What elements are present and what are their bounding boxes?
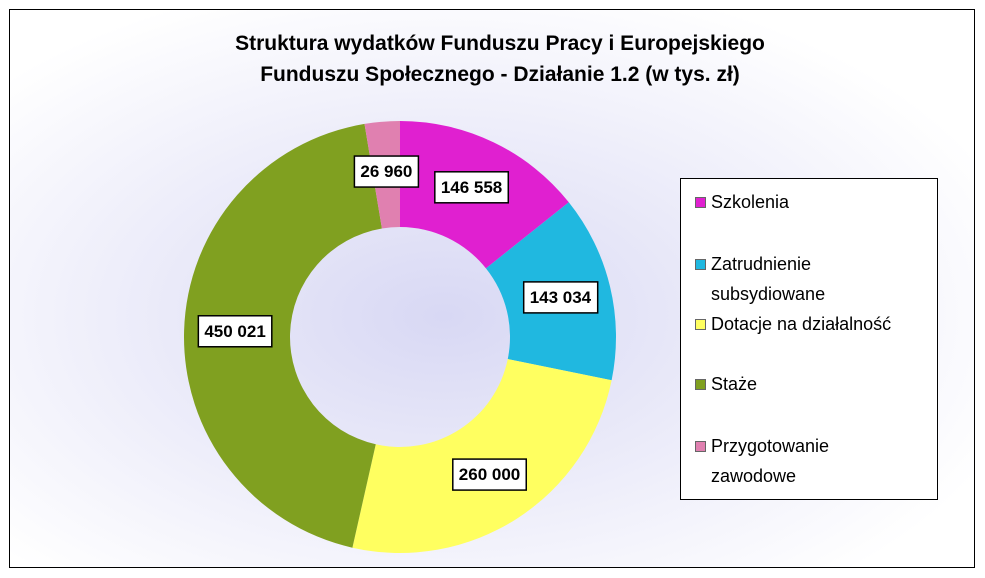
legend-label: Staże [711, 374, 758, 394]
data-label-box [353, 155, 420, 188]
data-label-box [434, 171, 510, 204]
legend: Szkolenia Zatrudnienie subsydiowane Dotacj… [680, 178, 938, 500]
legend-swatch [695, 379, 706, 390]
donut-segment [183, 123, 382, 548]
data-label-box [197, 315, 273, 348]
legend-label: Przygotowanie zawodowe [711, 436, 830, 486]
chart-title: Struktura wydatków Funduszu Pracy i Euro… [235, 32, 765, 86]
data-label: 450 021 [204, 322, 265, 341]
legend-label: Dotacje na działalność [711, 314, 892, 334]
donut-segment [352, 359, 612, 553]
legend-label: Szkolenia [711, 192, 790, 212]
legend-label: Zatrudnienie subsydiowane [711, 254, 826, 304]
data-label-box [522, 281, 599, 314]
legend-item: Przygotowanie zawodowe [695, 431, 930, 491]
legend-item: Zatrudnienie subsydiowane [695, 249, 930, 309]
data-label: 260 000 [459, 465, 520, 484]
data-label: 26 960 [360, 162, 412, 181]
legend-item: Szkolenia [695, 187, 930, 217]
legend-swatch [695, 441, 706, 452]
legend-swatch [695, 319, 706, 330]
legend-item: Dotacje na działalność [695, 309, 930, 339]
data-label: 143 034 [530, 288, 592, 307]
legend-item: Staże [695, 369, 930, 399]
data-label: 146 558 [441, 178, 502, 197]
data-label-box [452, 458, 527, 491]
legend-swatch [695, 197, 706, 208]
legend-swatch [695, 259, 706, 270]
